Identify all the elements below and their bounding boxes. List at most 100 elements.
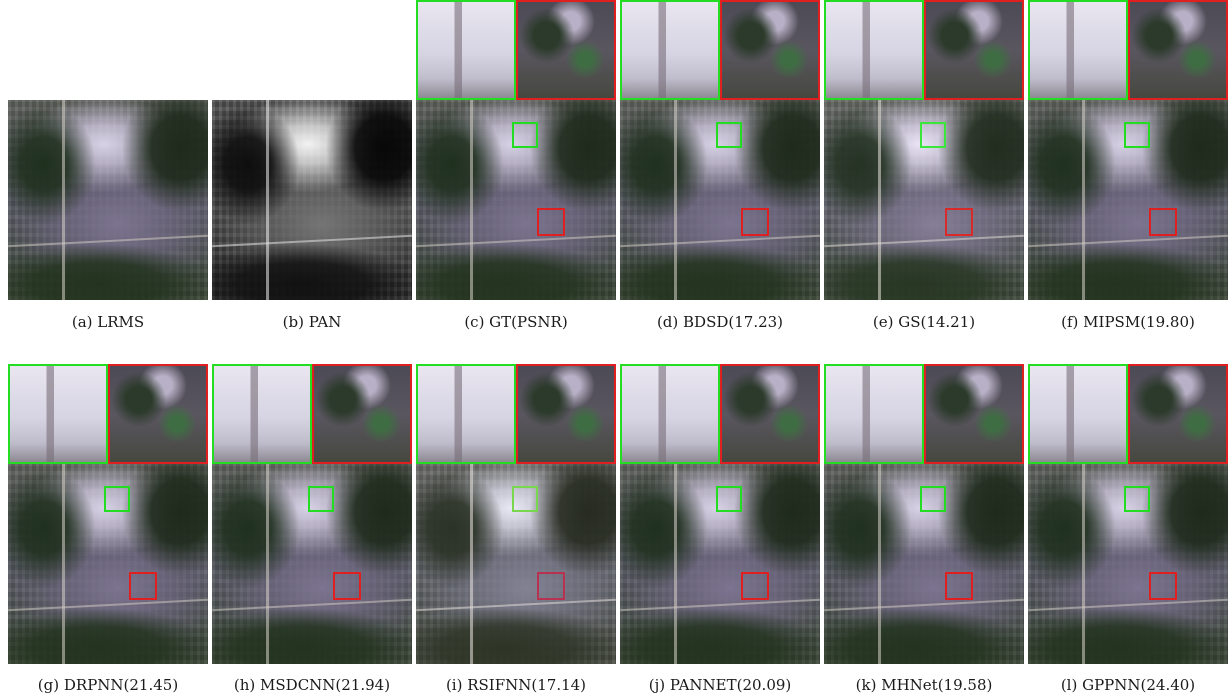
panel-pan bbox=[212, 0, 412, 300]
road bbox=[674, 100, 677, 300]
panel-drpnn bbox=[8, 364, 208, 664]
caption-gt: (c) GT(PSNR) bbox=[464, 313, 568, 331]
region-box-green bbox=[920, 122, 946, 148]
zoom-inset-green bbox=[620, 0, 720, 100]
road bbox=[62, 100, 65, 300]
road bbox=[212, 234, 412, 248]
region-box-red bbox=[1149, 208, 1177, 236]
caption-gs: (e) GS(14.21) bbox=[872, 313, 976, 331]
road bbox=[878, 100, 881, 300]
caption-pannet: (j) PANNET(20.09) bbox=[648, 676, 792, 694]
panel-bdsd bbox=[620, 0, 820, 300]
drpnn-image bbox=[8, 464, 208, 664]
region-box-red bbox=[333, 572, 361, 600]
road bbox=[212, 598, 412, 612]
road bbox=[470, 100, 473, 300]
gt-image bbox=[416, 100, 616, 300]
region-box-green bbox=[104, 486, 130, 512]
road bbox=[62, 464, 65, 664]
rsifnn-image bbox=[416, 464, 616, 664]
region-box-red bbox=[945, 572, 973, 600]
zoom-inset-red bbox=[720, 364, 820, 464]
road bbox=[824, 598, 1024, 612]
region-box-red bbox=[741, 208, 769, 236]
zoom-inset-green bbox=[212, 364, 312, 464]
caption-gppnn: (l) GPPNN(24.40) bbox=[1060, 676, 1196, 694]
zoom-inset-green bbox=[416, 364, 516, 464]
region-box-green bbox=[716, 122, 742, 148]
caption-msdcnn: (h) MSDCNN(21.94) bbox=[233, 676, 391, 694]
zoom-inset-green bbox=[1028, 364, 1128, 464]
bdsd-image bbox=[620, 100, 820, 300]
road bbox=[1082, 464, 1085, 664]
road bbox=[674, 464, 677, 664]
panel-msdcnn bbox=[212, 364, 412, 664]
caption-mipsm: (f) MIPSM(19.80) bbox=[1061, 313, 1195, 331]
caption-lrms: (a) LRMS bbox=[71, 313, 145, 331]
caption-rsifnn: (i) RSIFNN(17.14) bbox=[445, 676, 587, 694]
zoom-inset-green bbox=[8, 364, 108, 464]
road bbox=[620, 234, 820, 248]
pannet-image bbox=[620, 464, 820, 664]
zoom-inset-red bbox=[516, 0, 616, 100]
road bbox=[8, 598, 208, 612]
region-box-red bbox=[1149, 572, 1177, 600]
region-box-green bbox=[716, 486, 742, 512]
road bbox=[266, 100, 269, 300]
road bbox=[416, 234, 616, 248]
road bbox=[8, 234, 208, 248]
mipsm-image bbox=[1028, 100, 1228, 300]
road bbox=[824, 234, 1024, 248]
msdcnn-image bbox=[212, 464, 412, 664]
gs-image bbox=[824, 100, 1024, 300]
panel-mipsm bbox=[1028, 0, 1228, 300]
panel-gppnn bbox=[1028, 364, 1228, 664]
zoom-inset-green bbox=[824, 364, 924, 464]
region-box-red bbox=[945, 208, 973, 236]
region-box-green bbox=[308, 486, 334, 512]
zoom-inset-green bbox=[620, 364, 720, 464]
region-box-red bbox=[537, 572, 565, 600]
caption-pan: (b) PAN bbox=[282, 313, 342, 331]
panel-mhnet bbox=[824, 364, 1024, 664]
zoom-inset-red bbox=[924, 364, 1024, 464]
panel-gs bbox=[824, 0, 1024, 300]
road bbox=[878, 464, 881, 664]
zoom-inset-green bbox=[1028, 0, 1128, 100]
caption-mhnet: (k) MHNet(19.58) bbox=[855, 676, 993, 694]
road bbox=[470, 464, 473, 664]
region-box-green bbox=[920, 486, 946, 512]
zoom-inset-red bbox=[108, 364, 208, 464]
pan-image bbox=[212, 100, 412, 300]
region-box-red bbox=[741, 572, 769, 600]
zoom-inset-red bbox=[1128, 364, 1228, 464]
zoom-inset-green bbox=[416, 0, 516, 100]
road bbox=[266, 464, 269, 664]
region-box-green bbox=[1124, 122, 1150, 148]
road bbox=[416, 598, 616, 612]
zoom-inset-red bbox=[312, 364, 412, 464]
caption-bdsd: (d) BDSD(17.23) bbox=[656, 313, 784, 331]
gppnn-image bbox=[1028, 464, 1228, 664]
caption-drpnn: (g) DRPNN(21.45) bbox=[37, 676, 179, 694]
panel-pannet bbox=[620, 364, 820, 664]
zoom-inset-red bbox=[924, 0, 1024, 100]
lrms-image bbox=[8, 100, 208, 300]
zoom-inset-red bbox=[516, 364, 616, 464]
road bbox=[620, 598, 820, 612]
road bbox=[1028, 598, 1228, 612]
panel-rsifnn bbox=[416, 364, 616, 664]
region-box-red bbox=[129, 572, 157, 600]
road bbox=[1082, 100, 1085, 300]
region-box-green bbox=[512, 486, 538, 512]
panel-gt bbox=[416, 0, 616, 300]
panel-lrms bbox=[8, 0, 208, 300]
region-box-red bbox=[537, 208, 565, 236]
mhnet-image bbox=[824, 464, 1024, 664]
zoom-inset-green bbox=[824, 0, 924, 100]
road bbox=[1028, 234, 1228, 248]
zoom-inset-red bbox=[1128, 0, 1228, 100]
zoom-inset-red bbox=[720, 0, 820, 100]
region-box-green bbox=[512, 122, 538, 148]
region-box-green bbox=[1124, 486, 1150, 512]
